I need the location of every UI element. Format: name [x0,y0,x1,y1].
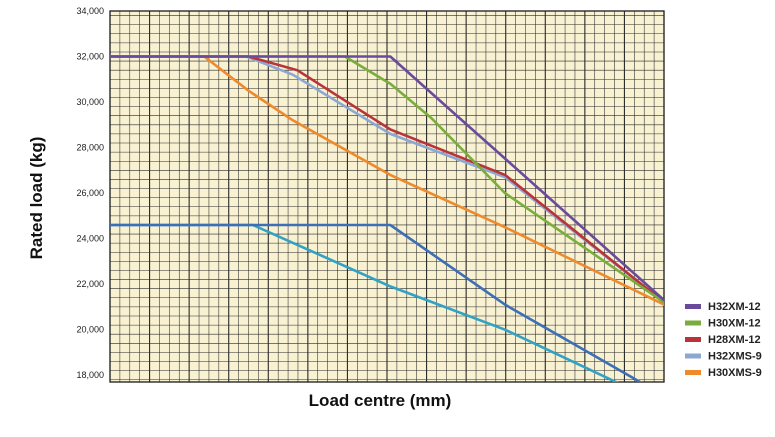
y-tick-label: 30,000 [76,97,104,107]
y-tick-labels: 18,000 20,000 22,000 24,000 26,000 28,000 30,0… [76,6,104,380]
grid-major [109,10,665,383]
series-line-unlabelled-5 [110,223,643,382]
legend: H32XM-12 H30XM-12 H28XM-12 H32XMS-9 H30XMS-9 [685,301,762,379]
y-tick-label: 18,000 [76,370,104,380]
plot-frame [109,10,665,383]
y-axis-title: Rated load (kg) [27,137,46,260]
legend-label: H30XM-12 [708,318,761,330]
legend-label: H32XM-12 [708,301,761,313]
y-tick-label: 22,000 [76,279,104,289]
y-tick-label: 20,000 [76,325,104,335]
series-layer [110,55,664,382]
legend-label: H28XM-12 [708,334,761,346]
y-tick-label: 34,000 [76,6,104,16]
legend-swatch [685,337,701,342]
y-tick-label: 26,000 [76,188,104,198]
legend-swatch [685,304,701,309]
y-tick-label: 28,000 [76,143,104,153]
legend-swatch [685,353,701,359]
legend-swatch [685,370,701,375]
legend-label: H32XMS-9 [708,351,762,363]
series-line-h32xm-12 [110,55,664,302]
legend-swatch [685,320,701,326]
legend-label: H30XMS-9 [708,367,762,379]
x-axis-title: Load centre (mm) [309,391,452,410]
y-tick-label: 32,000 [76,52,104,62]
y-tick-label: 24,000 [76,234,104,244]
